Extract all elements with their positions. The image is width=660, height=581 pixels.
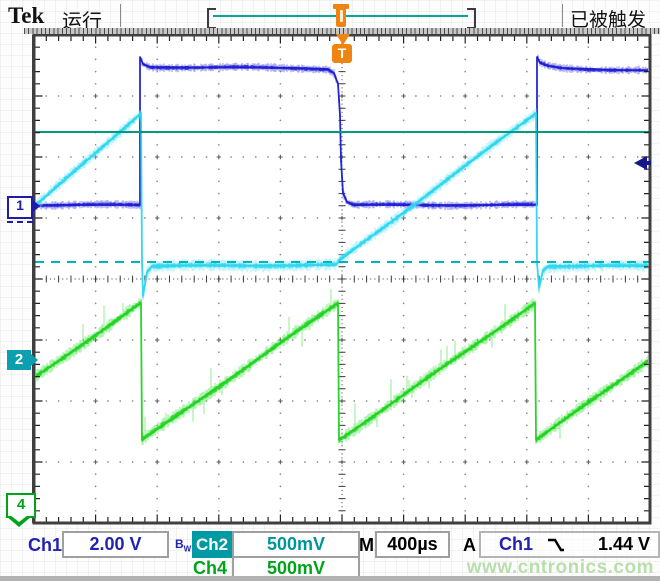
acquisition-status: 运行: [62, 11, 102, 33]
trigger-readout-box: Ch1 1.44 V: [479, 531, 660, 558]
bottom-bezel-strip: [0, 576, 660, 581]
trigger-level-readout: 1.44 V: [597, 534, 650, 554]
ch1-label: Ch1: [28, 535, 63, 555]
record-trigger-bar: [333, 4, 349, 9]
topbar-divider: [562, 4, 563, 27]
timebase-label: M: [359, 535, 374, 555]
record-trigger-position-icon: [333, 4, 349, 27]
ch1-marker-arrow-icon: [33, 200, 40, 212]
record-trigger-slot: [339, 10, 343, 22]
bandwidth-limit-icon: BW: [175, 537, 191, 553]
falling-edge-icon: [547, 537, 565, 552]
ch2-reference-marker: 2: [7, 350, 38, 370]
topbar-divider: [120, 4, 121, 27]
trigger-position-arrow-icon: [336, 34, 350, 45]
timebase-readout: 400µs: [375, 531, 450, 558]
watermark: www.cntronics.com: [466, 557, 654, 578]
bw-sub-letter: W: [183, 544, 192, 554]
ch4-reference-marker: 4: [5, 493, 36, 527]
ch4-marker-label: 4: [16, 496, 26, 513]
trigger-mode-label: A: [463, 535, 476, 555]
trigger-level-arrow-icon: [634, 156, 647, 170]
ch2-marker-label: 2: [14, 351, 24, 368]
record-view-bracket-left-icon: [207, 8, 216, 29]
ch1-marker-dashes: [7, 221, 33, 223]
trigger-source: Ch1: [499, 534, 534, 554]
ch1-marker-label: 1: [16, 197, 24, 213]
ch2-marker-arrow-icon: [31, 354, 38, 366]
record-ruler: [24, 28, 660, 34]
tek-logo: Tek: [8, 3, 45, 28]
ch1-reference-marker: 1: [7, 196, 40, 219]
ch2-label-selected: Ch2: [192, 531, 232, 558]
trigger-status: 已被触发: [570, 10, 647, 31]
bw-letter: B: [175, 537, 184, 551]
trigger-level-arrow-stem: [646, 161, 651, 165]
ch4-label: Ch4: [193, 558, 228, 578]
ch4-marker-tip-inner-icon: [9, 515, 28, 522]
ch1-scale-readout: 2.00 V: [62, 531, 169, 558]
ch2-scale-readout: 500mV: [232, 531, 360, 558]
trigger-position-flag: T: [332, 44, 352, 63]
record-view-bracket-right-icon: [467, 8, 476, 29]
